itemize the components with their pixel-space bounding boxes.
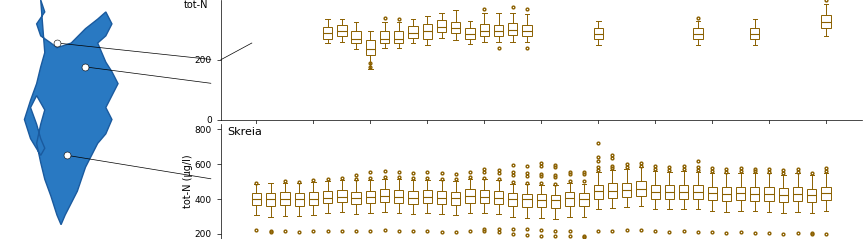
PathPatch shape xyxy=(281,192,289,205)
PathPatch shape xyxy=(708,186,717,201)
PathPatch shape xyxy=(266,193,275,206)
PathPatch shape xyxy=(579,193,589,206)
PathPatch shape xyxy=(522,25,532,37)
PathPatch shape xyxy=(337,190,346,202)
PathPatch shape xyxy=(437,20,446,32)
PathPatch shape xyxy=(480,190,489,203)
PathPatch shape xyxy=(736,186,746,201)
Text: Skreia: Skreia xyxy=(227,127,262,136)
PathPatch shape xyxy=(365,40,375,55)
PathPatch shape xyxy=(309,192,318,205)
PathPatch shape xyxy=(323,191,333,203)
PathPatch shape xyxy=(423,25,432,39)
PathPatch shape xyxy=(380,189,389,202)
PathPatch shape xyxy=(365,191,375,203)
PathPatch shape xyxy=(380,31,389,43)
PathPatch shape xyxy=(593,185,603,199)
PathPatch shape xyxy=(394,31,404,43)
PathPatch shape xyxy=(750,187,759,201)
PathPatch shape xyxy=(637,181,645,196)
PathPatch shape xyxy=(252,193,261,205)
PathPatch shape xyxy=(465,190,475,203)
PathPatch shape xyxy=(409,191,417,204)
PathPatch shape xyxy=(650,185,660,199)
PathPatch shape xyxy=(807,189,817,202)
PathPatch shape xyxy=(494,191,503,204)
PathPatch shape xyxy=(508,193,517,206)
Polygon shape xyxy=(24,0,118,225)
PathPatch shape xyxy=(465,28,475,39)
PathPatch shape xyxy=(337,25,346,37)
PathPatch shape xyxy=(537,194,546,207)
PathPatch shape xyxy=(352,31,361,43)
PathPatch shape xyxy=(721,187,731,201)
PathPatch shape xyxy=(352,192,361,204)
PathPatch shape xyxy=(622,183,631,197)
PathPatch shape xyxy=(822,15,830,28)
PathPatch shape xyxy=(694,28,702,39)
PathPatch shape xyxy=(608,183,617,198)
PathPatch shape xyxy=(679,185,688,199)
PathPatch shape xyxy=(294,193,304,206)
PathPatch shape xyxy=(665,185,674,199)
PathPatch shape xyxy=(508,23,517,35)
PathPatch shape xyxy=(551,195,560,208)
PathPatch shape xyxy=(565,192,574,206)
PathPatch shape xyxy=(694,185,702,199)
PathPatch shape xyxy=(793,187,802,201)
PathPatch shape xyxy=(822,186,830,201)
PathPatch shape xyxy=(750,28,759,39)
PathPatch shape xyxy=(394,190,404,203)
PathPatch shape xyxy=(323,27,333,39)
PathPatch shape xyxy=(451,192,461,205)
PathPatch shape xyxy=(480,25,489,37)
PathPatch shape xyxy=(779,188,788,202)
Y-axis label: tot-N: tot-N xyxy=(184,0,209,10)
PathPatch shape xyxy=(522,194,532,207)
PathPatch shape xyxy=(765,187,773,201)
Y-axis label: tot-N (μg/l): tot-N (μg/l) xyxy=(184,155,193,208)
PathPatch shape xyxy=(593,28,603,39)
PathPatch shape xyxy=(451,22,461,33)
PathPatch shape xyxy=(494,25,503,37)
PathPatch shape xyxy=(423,190,432,203)
PathPatch shape xyxy=(437,191,446,204)
PathPatch shape xyxy=(409,26,417,38)
